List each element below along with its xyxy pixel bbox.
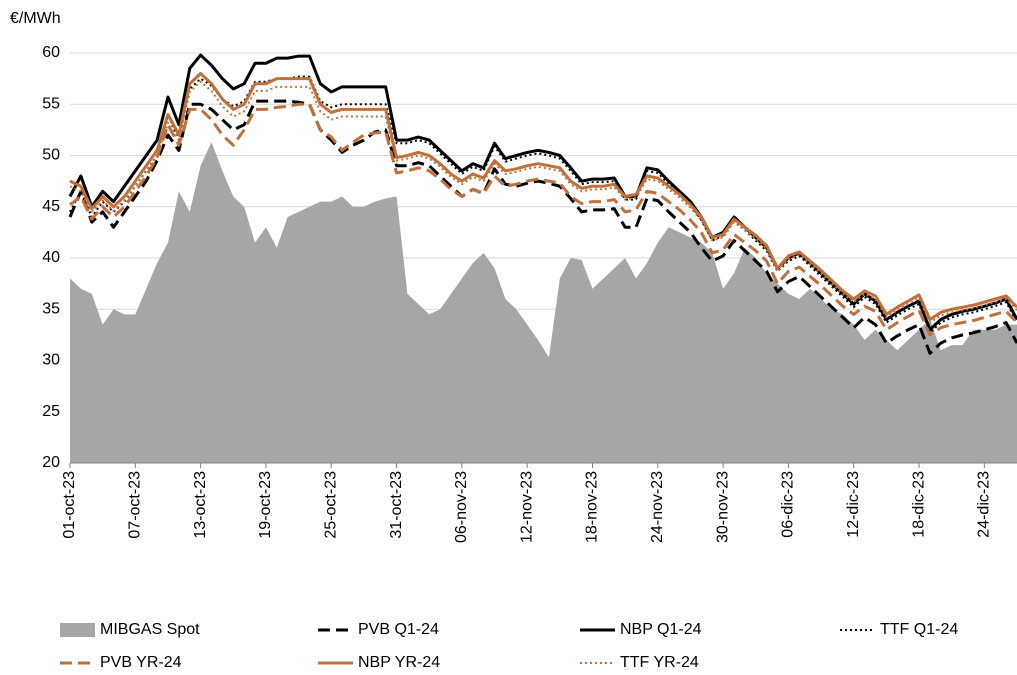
legend-label: NBP YR-24: [358, 654, 440, 671]
y-tick-label: 60: [42, 44, 60, 61]
x-tick-label: 13-oct-23: [192, 471, 209, 539]
y-tick-label: 20: [42, 454, 60, 471]
y-tick-label: 25: [42, 403, 60, 420]
x-tick-label: 25-oct-23: [322, 471, 339, 539]
y-tick-label: 55: [42, 95, 60, 112]
x-tick-label: 24-dic-23: [976, 471, 993, 538]
x-tick-label: 18-nov-23: [584, 471, 601, 543]
x-tick-label: 31-oct-23: [388, 471, 405, 539]
y-tick-label: 30: [42, 352, 60, 369]
x-tick-label: 12-dic-23: [845, 471, 862, 538]
y-tick-label: 40: [42, 249, 60, 266]
y-tick-label: 35: [42, 300, 60, 317]
x-tick-label: 19-oct-23: [257, 471, 274, 539]
legend-label: TTF Q1-24: [880, 621, 958, 638]
legend-label: PVB YR-24: [100, 654, 182, 671]
legend-label: MIBGAS Spot: [100, 621, 200, 638]
legend-label: TTF YR-24: [620, 654, 699, 671]
legend-swatch: [60, 623, 95, 637]
x-tick-label: 24-nov-23: [649, 471, 666, 543]
line: [69, 102, 1017, 337]
x-tick-label: 18-dic-23: [910, 471, 927, 538]
area: [70, 142, 1017, 464]
x-tick-label: 12-nov-23: [518, 471, 535, 543]
x-tick-label: 30-nov-23: [714, 471, 731, 543]
x-tick-label: 01-oct-23: [61, 471, 78, 539]
y-tick-label: 45: [42, 198, 60, 215]
x-tick-label: 07-oct-23: [127, 471, 144, 539]
line: [68, 99, 1017, 355]
x-tick-label: 06-dic-23: [780, 471, 797, 538]
legend-label: NBP Q1-24: [620, 621, 702, 638]
y-axis-label: €/MWh: [10, 10, 61, 27]
x-tick-label: 06-nov-23: [453, 471, 470, 543]
line: [69, 72, 1017, 321]
legend-label: PVB Q1-24: [358, 621, 439, 638]
line: [69, 80, 1017, 324]
y-tick-label: 50: [42, 147, 60, 164]
